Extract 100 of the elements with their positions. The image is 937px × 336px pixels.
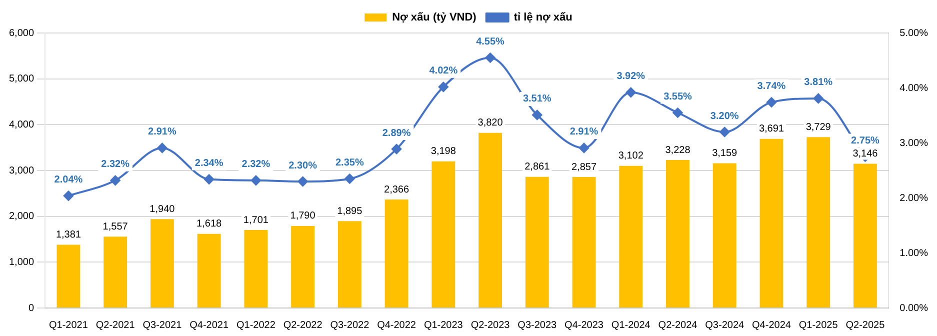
data-label: 2.35% bbox=[335, 158, 364, 168]
data-label: 3.51% bbox=[522, 94, 552, 105]
point bbox=[532, 110, 542, 120]
y-tick-label: 1,000 bbox=[8, 256, 34, 268]
point bbox=[579, 142, 590, 153]
y-tick-label: 2,000 bbox=[8, 211, 34, 222]
x-tick-label: Q2-2022 bbox=[283, 320, 323, 331]
point bbox=[438, 82, 448, 92]
point bbox=[626, 87, 636, 98]
data-label: 2.34% bbox=[194, 158, 224, 170]
point bbox=[344, 174, 355, 184]
point bbox=[766, 97, 776, 108]
data-label: 1,381 bbox=[56, 229, 82, 240]
bar bbox=[56, 244, 80, 308]
data-label: 1,557 bbox=[102, 221, 128, 232]
y2-tick-label: 2.00% bbox=[900, 192, 928, 204]
data-label: 2.04% bbox=[54, 174, 83, 186]
data-label: 2.91% bbox=[570, 126, 598, 138]
data-label: 3,146 bbox=[852, 148, 878, 160]
data-label: 3,102 bbox=[618, 150, 644, 162]
x-tick-label: Q4-2023 bbox=[564, 320, 604, 331]
data-label: 3,691 bbox=[758, 124, 784, 135]
point bbox=[813, 93, 824, 104]
x-tick-label: Q4-2021 bbox=[190, 320, 229, 331]
bar bbox=[244, 230, 268, 308]
y2-tick-label: 5.00% bbox=[900, 28, 928, 39]
y-tick-label: 6,000 bbox=[8, 28, 34, 39]
bar bbox=[572, 177, 596, 308]
data-label: 1,895 bbox=[337, 206, 363, 217]
bar bbox=[432, 161, 456, 308]
data-label: 1,701 bbox=[243, 214, 269, 226]
y-tick-label: 4,000 bbox=[8, 119, 34, 130]
point bbox=[392, 144, 402, 154]
y-tick-label: 3,000 bbox=[8, 165, 34, 176]
y2-tick-label: 3.00% bbox=[900, 138, 928, 149]
data-label: 4.02% bbox=[429, 66, 458, 77]
point bbox=[298, 176, 308, 186]
bar bbox=[104, 236, 128, 308]
bar bbox=[291, 226, 315, 308]
bar bbox=[478, 132, 502, 308]
data-label: 2.75% bbox=[851, 136, 880, 146]
x-tick-label: Q3-2021 bbox=[142, 320, 182, 331]
x-tick-label: Q1-2025 bbox=[798, 320, 838, 331]
point bbox=[250, 175, 261, 186]
point bbox=[485, 52, 496, 63]
x-tick-label: Q2-2023 bbox=[470, 320, 510, 331]
x-tick-label: Q1-2024 bbox=[611, 320, 651, 331]
bar bbox=[525, 176, 549, 308]
x-tick-label: Q3-2024 bbox=[705, 320, 744, 331]
data-label: 3.74% bbox=[757, 81, 786, 92]
data-label: 3.81% bbox=[804, 77, 833, 88]
legend-label: tỉ lệ nợ xấu bbox=[514, 12, 572, 24]
x-tick-label: Q2-2021 bbox=[96, 320, 136, 331]
x-tick-label: Q2-2024 bbox=[658, 320, 698, 331]
x-tick-label: Q3-2022 bbox=[330, 320, 370, 331]
legend-label: Nợ xấu (tỷ VND) bbox=[392, 12, 477, 24]
bar bbox=[853, 164, 877, 308]
data-label: 3.92% bbox=[616, 71, 646, 82]
bar bbox=[760, 138, 784, 308]
y2-tick-label: 4.00% bbox=[900, 82, 928, 94]
point bbox=[204, 174, 214, 184]
data-label: 1,940 bbox=[150, 204, 176, 215]
data-label: 2.32% bbox=[242, 159, 270, 170]
data-label: 1,618 bbox=[196, 218, 222, 230]
x-tick-label: Q4-2024 bbox=[752, 320, 792, 331]
data-label: 3,228 bbox=[665, 144, 691, 156]
bar bbox=[619, 166, 643, 308]
data-label: 3,159 bbox=[712, 148, 738, 159]
x-tick-label: Q4-2022 bbox=[377, 320, 416, 331]
point bbox=[672, 108, 683, 118]
data-label: 3,729 bbox=[806, 122, 832, 133]
bar bbox=[384, 200, 408, 308]
bar bbox=[338, 221, 362, 308]
data-label: 2,861 bbox=[524, 162, 550, 173]
point bbox=[720, 127, 730, 137]
data-label: 3,198 bbox=[430, 146, 456, 158]
data-label: 3.20% bbox=[710, 110, 739, 122]
data-label: 3,820 bbox=[478, 118, 504, 129]
data-label: 2.32% bbox=[101, 159, 130, 170]
x-tick-label: Q1-2021 bbox=[48, 320, 88, 331]
data-label: 2,857 bbox=[571, 162, 597, 173]
bar bbox=[197, 234, 221, 308]
point bbox=[157, 142, 168, 153]
point bbox=[110, 175, 120, 186]
data-label: 2.91% bbox=[148, 126, 176, 138]
x-tick-label: Q1-2022 bbox=[236, 320, 276, 331]
y2-tick-label: 1.00% bbox=[900, 248, 928, 259]
point bbox=[63, 190, 74, 201]
x-tick-label: Q3-2023 bbox=[518, 320, 558, 331]
data-label: 4.55% bbox=[476, 36, 505, 48]
data-label: 2,366 bbox=[384, 184, 410, 196]
data-label: 2.89% bbox=[382, 128, 411, 139]
bar bbox=[712, 163, 736, 308]
x-tick-label: Q1-2023 bbox=[424, 320, 464, 331]
y-tick-label: 5,000 bbox=[8, 74, 34, 85]
y-tick-label: 0 bbox=[28, 302, 34, 314]
bar bbox=[666, 160, 690, 308]
bar bbox=[806, 137, 830, 308]
data-label: 1,790 bbox=[290, 210, 316, 222]
data-label: 2.30% bbox=[288, 160, 318, 172]
